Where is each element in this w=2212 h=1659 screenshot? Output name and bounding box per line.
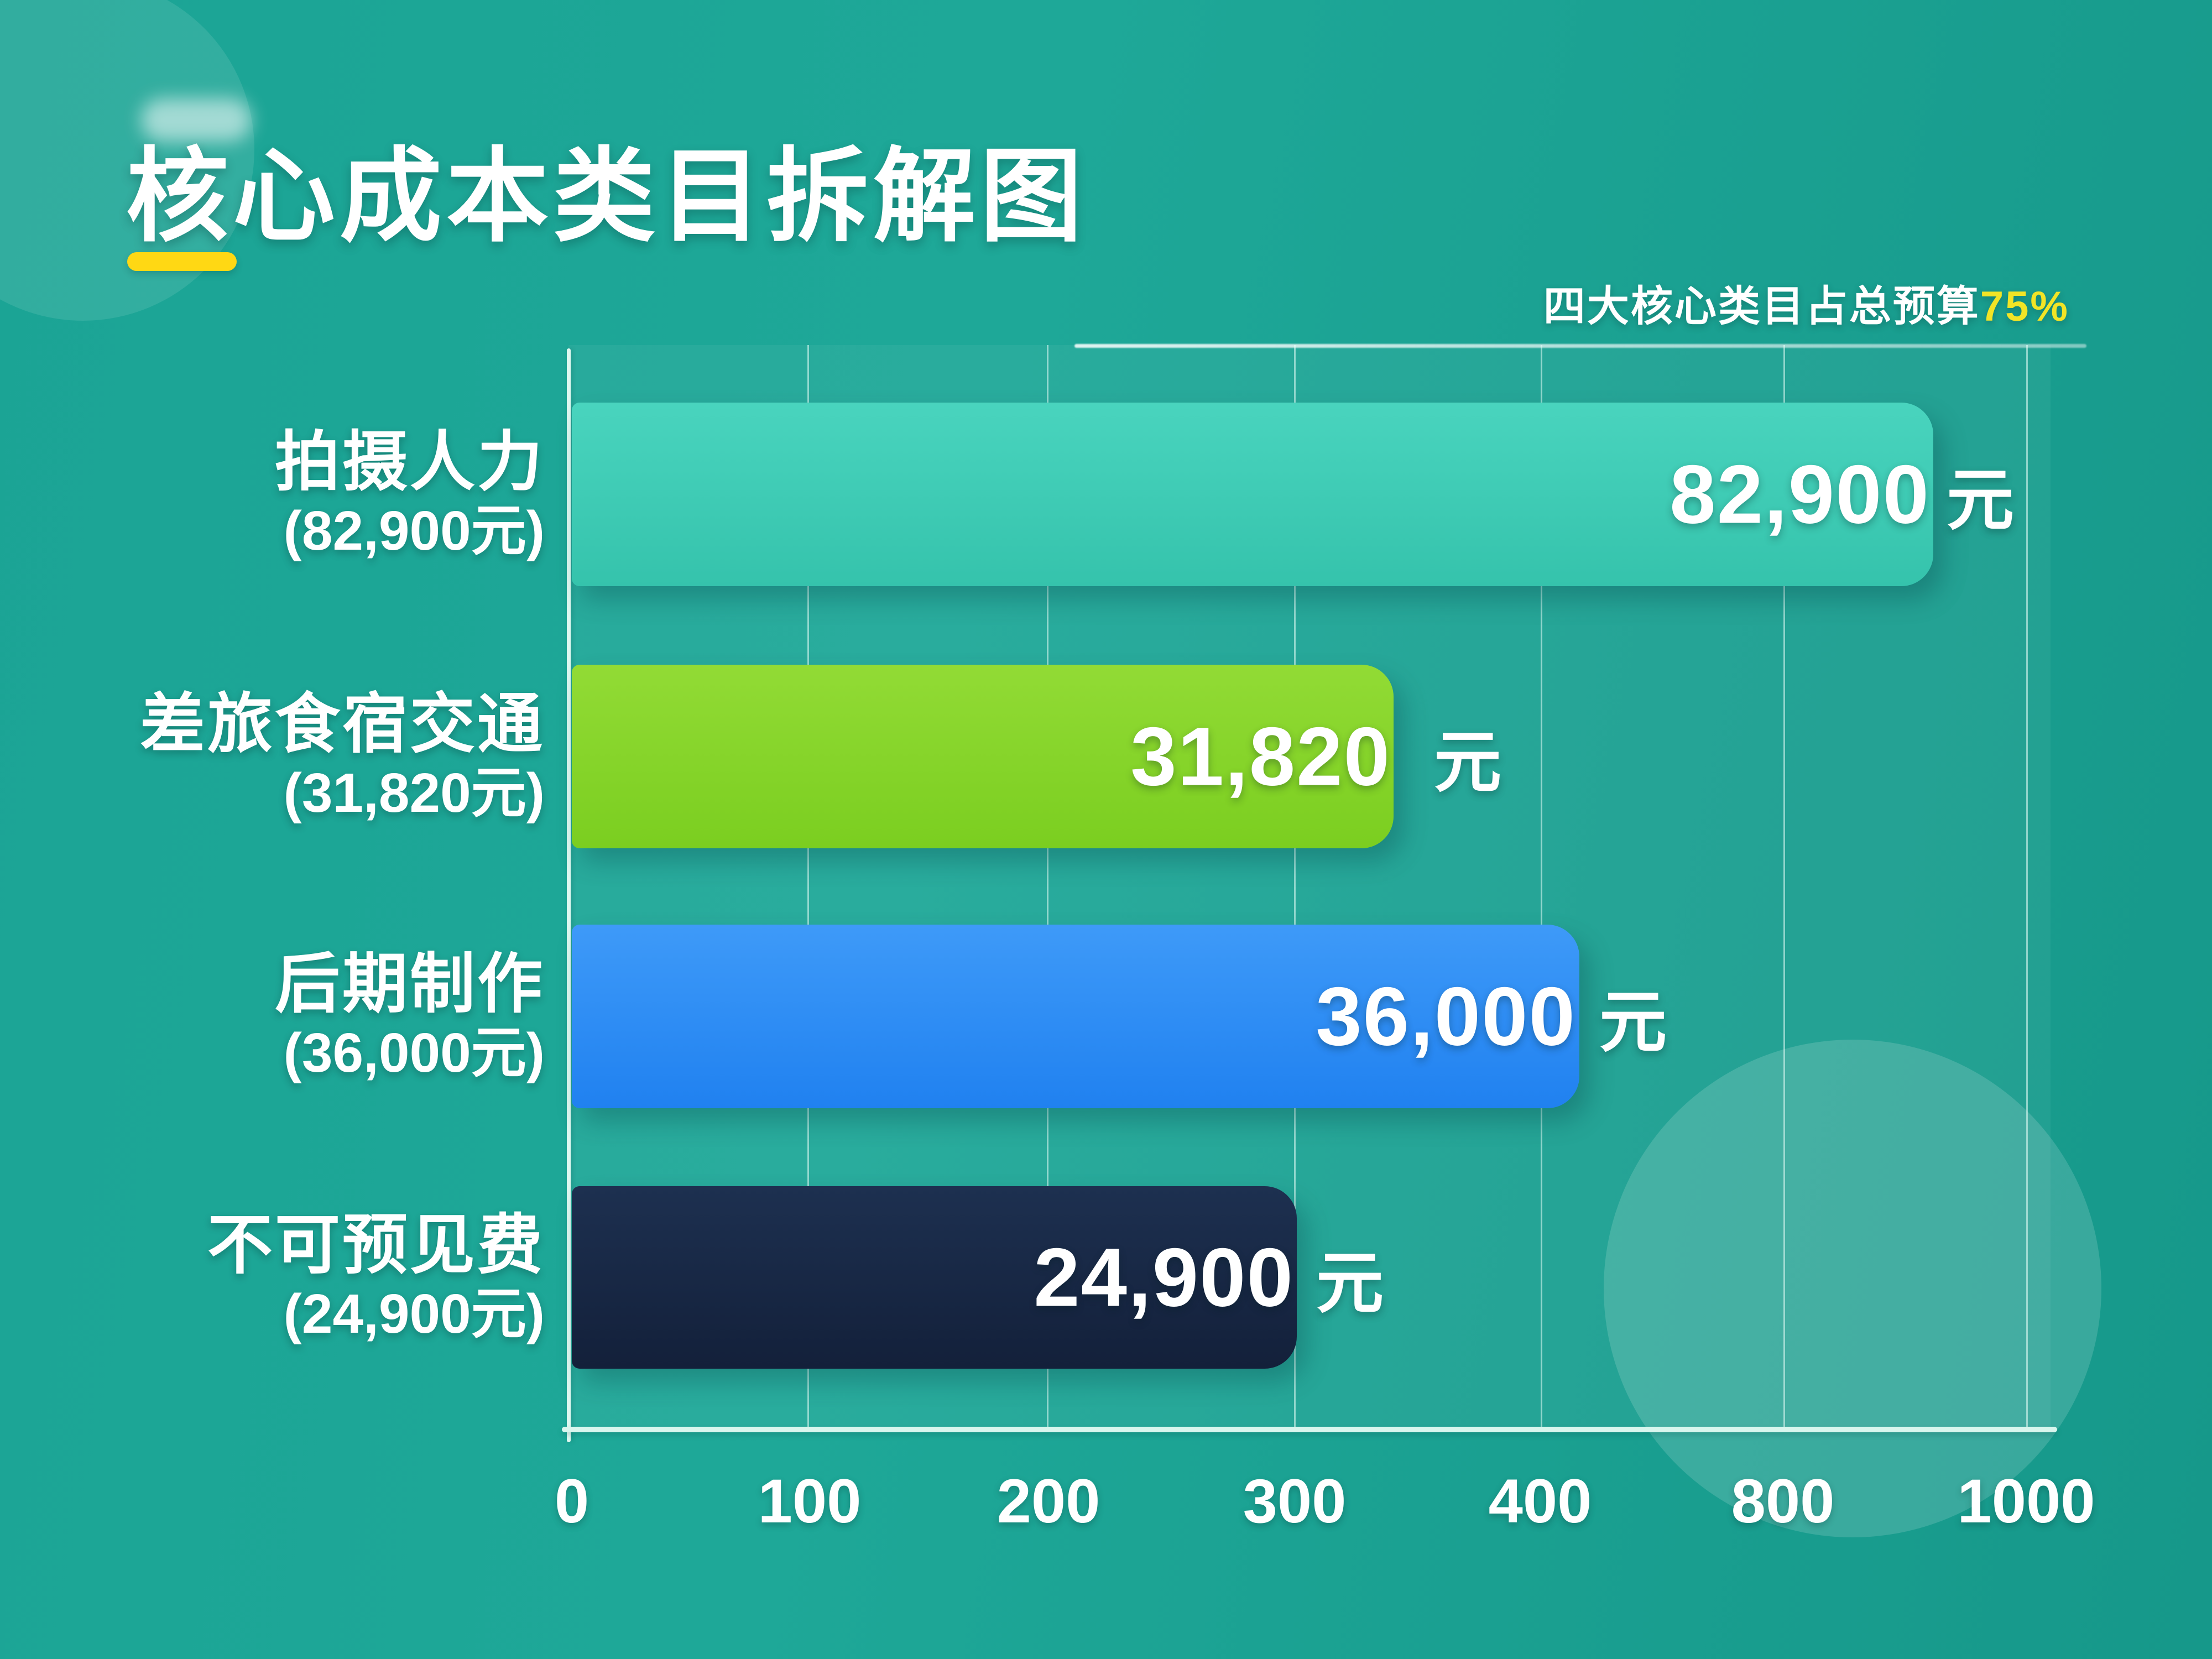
bar-unit-label: 元: [1947, 462, 2014, 538]
category-name: 不可预见费: [207, 1209, 545, 1282]
bar-value-label: 24,900: [1034, 1230, 1294, 1324]
category-name: 后期制作: [274, 948, 545, 1021]
chart-annotation: 四大核心类目占总预算75%: [1543, 272, 2069, 333]
x-tick-1000: 1000: [1957, 1467, 2095, 1536]
x-tick-100: 100: [758, 1467, 862, 1536]
annotation-highlight-percent: 75%: [1980, 283, 2069, 330]
bar-row-paishe-renli: 82,900 元: [568, 403, 2051, 586]
x-tick-200: 200: [997, 1467, 1100, 1536]
plot-top-highlight-line: [1074, 344, 2086, 348]
category-label-houqi-zhizuo: 后期制作 (36,000元): [0, 925, 545, 1108]
title-underline-accent: [127, 252, 237, 271]
bar-houqi-zhizuo: [572, 925, 1579, 1108]
gridline-200: [1047, 345, 1048, 1427]
bar-row-chailv-shisu-jiaotong: 31,820 元: [568, 665, 2051, 848]
bar-unit-label: 元: [1316, 1245, 1384, 1321]
gridline-100: [807, 345, 809, 1427]
bar-bukeyujianfei: [572, 1186, 1297, 1369]
bar-paishe-renli: [572, 403, 1933, 586]
bar-row-houqi-zhizuo: 36,000 元: [568, 925, 2051, 1108]
bar-row-bukeyujianfei: 24,900 元: [568, 1186, 2051, 1369]
category-name: 拍摄人力: [274, 426, 545, 499]
bar-value-label: 31,820: [1130, 709, 1391, 803]
category-label-paishe-renli: 拍摄人力 (82,900元): [0, 403, 545, 586]
bar-unit-label: 元: [1599, 984, 1667, 1060]
bar-value-label: 36,000: [1316, 969, 1576, 1063]
plot-area: 82,900 元 31,820 元 36,000 元 24,900 元 0 10…: [555, 344, 2095, 1536]
bar-chailv-shisu-jiaotong: [572, 665, 1394, 848]
page-title: 核心成本类目拆解图: [126, 140, 1087, 254]
bar-unit-label: 元: [1434, 724, 1501, 800]
category-amount: (24,900元): [283, 1282, 545, 1345]
x-tick-0: 0: [554, 1467, 589, 1536]
category-amount: (36,000元): [283, 1021, 545, 1084]
x-tick-300: 300: [1243, 1467, 1347, 1536]
gridline-800: [1783, 345, 1785, 1427]
gridline-300: [1294, 345, 1296, 1427]
category-amount: (82,900元): [283, 499, 545, 562]
x-tick-400: 400: [1488, 1467, 1592, 1536]
y-axis-line: [567, 348, 571, 1442]
category-amount: (31,820元): [283, 761, 545, 824]
annotation-text: 四大核心类目占总预算: [1543, 283, 1980, 330]
gridline-1000: [2026, 345, 2028, 1427]
x-tick-800: 800: [1731, 1467, 1835, 1536]
category-label-chailv-shisu-jiaotong: 差旅食宿交通 (31,820元): [0, 665, 545, 848]
category-name: 差旅食宿交通: [139, 688, 545, 761]
category-label-bukeyujianfei: 不可预见费 (24,900元): [0, 1186, 545, 1369]
x-axis-line: [562, 1427, 2057, 1432]
gridline-400: [1541, 345, 1542, 1427]
bar-value-label: 82,900: [1670, 447, 1930, 541]
